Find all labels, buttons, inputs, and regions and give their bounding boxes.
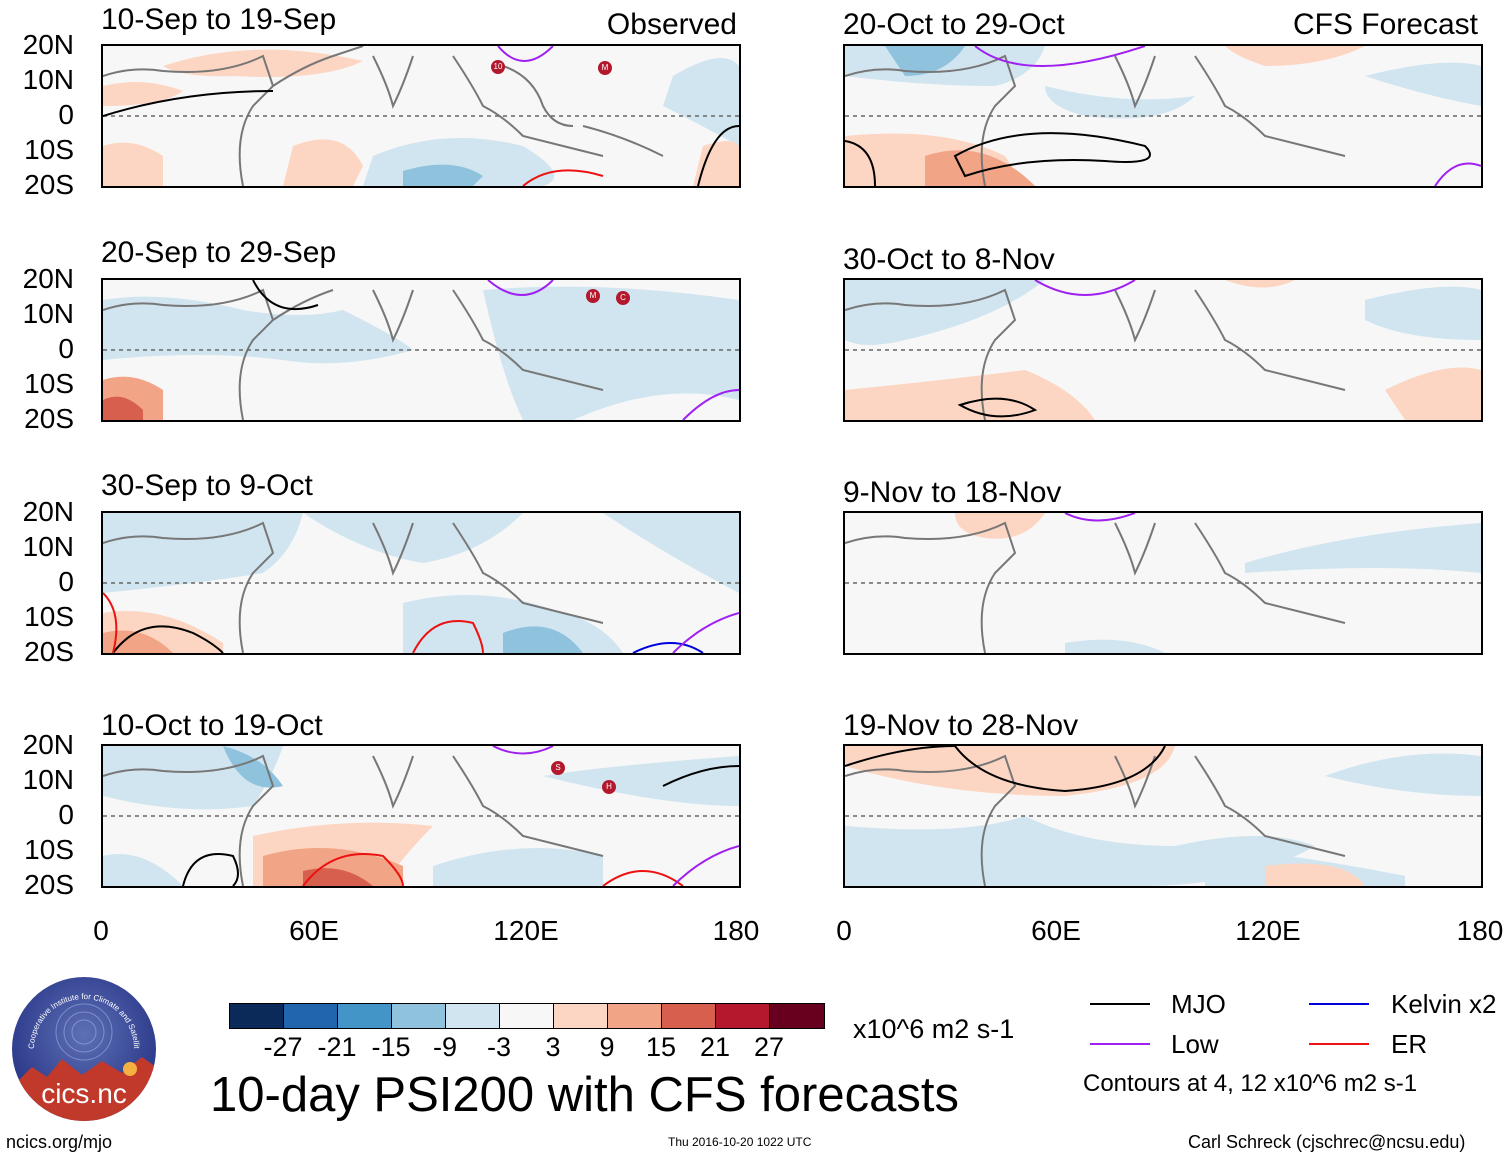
lat-label: 20N	[22, 729, 74, 760]
colorbar-label: 15	[645, 1032, 677, 1062]
lon-label: 60E	[289, 915, 339, 946]
colorbar-swatch	[554, 1004, 608, 1028]
legend-er-label: ER	[1391, 1029, 1428, 1059]
map-panel	[843, 511, 1483, 655]
panel-title: 20-Sep to 29-Sep	[101, 236, 337, 269]
colorbar-swatch	[500, 1004, 554, 1028]
footer-author: Carl Schreck (cjschrec@ncsu.edu)	[1188, 1132, 1466, 1152]
colorbar-label: -9	[432, 1032, 457, 1062]
colorbar-label: 21	[699, 1032, 731, 1062]
colorbar-units: x10^6 m2 s-1	[853, 1014, 1015, 1044]
lat-label: 10N	[22, 64, 74, 95]
map-panel	[101, 744, 741, 888]
legend-er-line	[1309, 1043, 1369, 1045]
storm-marker: H	[602, 780, 616, 794]
lon-label: 0	[836, 915, 852, 946]
colorbar-label: -15	[371, 1032, 411, 1062]
main-title: 10-day PSI200 with CFS forecasts	[210, 1068, 959, 1122]
observed-header: Observed	[606, 8, 737, 41]
colorbar-swatch	[392, 1004, 446, 1028]
lat-label: 10S	[24, 601, 74, 632]
colorbar-swatch	[230, 1004, 284, 1028]
lon-label: 0	[93, 915, 109, 946]
lat-label: 0	[58, 799, 74, 830]
colorbar-label: -3	[486, 1032, 511, 1062]
lat-label: 10S	[24, 368, 74, 399]
legend-kelvin-line	[1309, 1003, 1369, 1005]
colorbar-label: 3	[545, 1032, 561, 1062]
storm-marker: M	[586, 289, 600, 303]
colorbar-swatch	[284, 1004, 338, 1028]
colorbar-swatch	[338, 1004, 392, 1028]
colorbar-swatch	[662, 1004, 716, 1028]
panel-title: 19-Nov to 28-Nov	[843, 709, 1079, 742]
coastlines	[103, 46, 664, 186]
panel-title: 10-Oct to 19-Oct	[101, 709, 323, 742]
lat-label: 20N	[22, 496, 74, 527]
lat-label: 0	[58, 566, 74, 597]
map-panel	[101, 44, 741, 188]
storm-marker: 10	[491, 60, 505, 74]
lat-label: 20S	[24, 403, 74, 434]
lat-label: 10N	[22, 531, 74, 562]
lat-label: 10N	[22, 764, 74, 795]
panel-title: 30-Sep to 9-Oct	[101, 469, 313, 502]
lon-label: 180	[712, 915, 760, 946]
colorbar-label: -27	[263, 1032, 303, 1062]
lon-label: 180	[1456, 915, 1504, 946]
colorbar	[229, 1003, 825, 1029]
colorbar-swatch	[770, 1004, 824, 1028]
legend-low-line	[1090, 1043, 1150, 1045]
lat-label: 0	[58, 333, 74, 364]
lon-label: 60E	[1031, 915, 1081, 946]
footer-timestamp: Thu 2016-10-20 1022 UTC	[668, 1135, 812, 1149]
lat-label: 20S	[24, 169, 74, 200]
map-panel	[101, 511, 741, 655]
colorbar-swatch	[716, 1004, 770, 1028]
lat-label: 10S	[24, 134, 74, 165]
cics-logo: Cooperative Institute for Climate and Sa…	[12, 977, 156, 1121]
legend-low-label: Low	[1171, 1029, 1219, 1059]
lon-label: 120E	[1235, 915, 1301, 946]
colorbar-swatch	[608, 1004, 662, 1028]
lat-label: 20S	[24, 636, 74, 667]
panel-title: 20-Oct to 29-Oct	[843, 8, 1065, 41]
legend-mjo-line	[1090, 1003, 1150, 1005]
map-panel	[843, 44, 1483, 188]
colorbar-swatch	[446, 1004, 500, 1028]
legend-kelvin-label: Kelvin x2	[1391, 989, 1497, 1019]
contours-note: Contours at 4, 12 x10^6 m2 s-1	[1083, 1070, 1418, 1097]
colorbar-label: 9	[599, 1032, 615, 1062]
map-panel	[843, 278, 1483, 422]
lat-label: 10N	[22, 298, 74, 329]
map-panel	[101, 278, 741, 422]
storm-marker: S	[551, 761, 565, 775]
panel-title: 9-Nov to 18-Nov	[843, 476, 1062, 509]
logo-text: cics.nc	[41, 1078, 127, 1109]
panel-title: 30-Oct to 8-Nov	[843, 243, 1055, 276]
lat-label: 20N	[22, 29, 74, 60]
lat-label: 0	[58, 99, 74, 130]
map-panel	[843, 744, 1483, 888]
anomaly-shading	[103, 49, 739, 186]
lon-label: 120E	[493, 915, 559, 946]
storm-marker: M	[598, 61, 612, 75]
storm-marker: C	[616, 291, 630, 305]
footer-url: ncics.org/mjo	[6, 1132, 113, 1152]
lat-label: 20S	[24, 869, 74, 900]
panel-title: 10-Sep to 19-Sep	[101, 3, 337, 36]
legend-mjo-label: MJO	[1171, 989, 1226, 1019]
cfs-forecast-header: CFS Forecast	[1292, 8, 1478, 41]
lat-label: 20N	[22, 263, 74, 294]
lat-label: 10S	[24, 834, 74, 865]
colorbar-label: 27	[753, 1032, 785, 1062]
colorbar-label: -21	[317, 1032, 357, 1062]
